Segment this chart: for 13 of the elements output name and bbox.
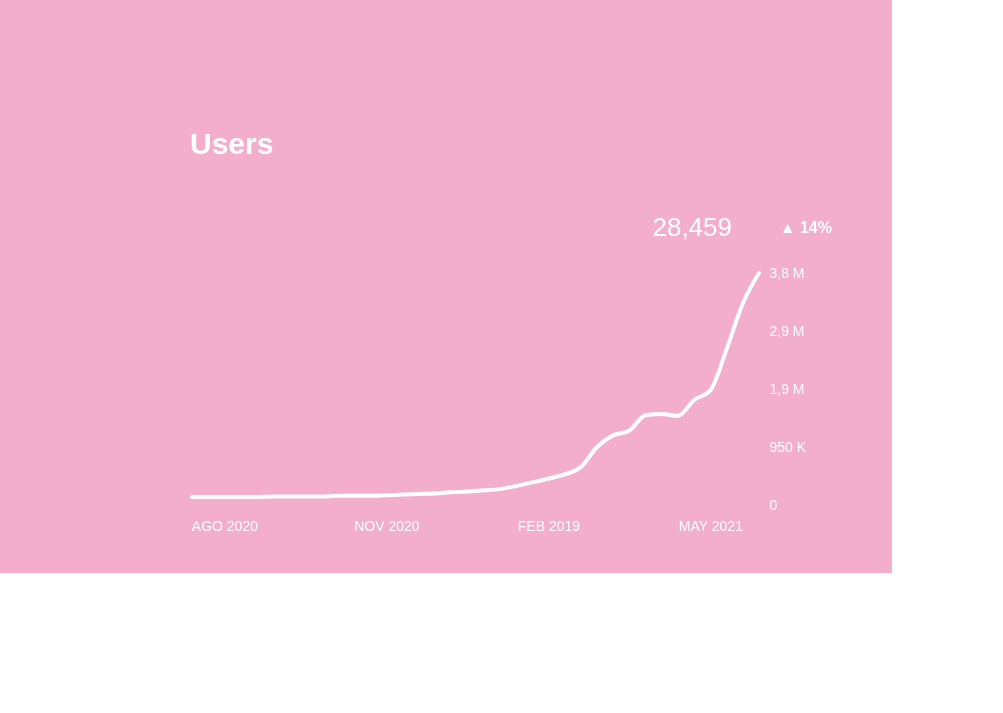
y-tick-label: 3,8 M bbox=[769, 264, 805, 281]
y-tick-label: 1,9 M bbox=[769, 380, 805, 397]
x-tick-label: MAY 2021 bbox=[678, 517, 744, 534]
y-tick-label: 0 bbox=[769, 496, 778, 513]
text: ▲ 14% bbox=[779, 219, 832, 236]
line-series bbox=[190, 271, 761, 500]
x-tick-label: FEB 2019 bbox=[517, 517, 581, 534]
chart-title: Users bbox=[190, 127, 274, 160]
y-tick-label: 950 K bbox=[769, 438, 807, 455]
x-tick-label: NOV 2020 bbox=[354, 517, 420, 534]
x-tick-label: AGO 2020 bbox=[191, 517, 259, 534]
y-tick-label: 2,9 M bbox=[769, 322, 805, 339]
text: 28,459 bbox=[652, 212, 732, 242]
